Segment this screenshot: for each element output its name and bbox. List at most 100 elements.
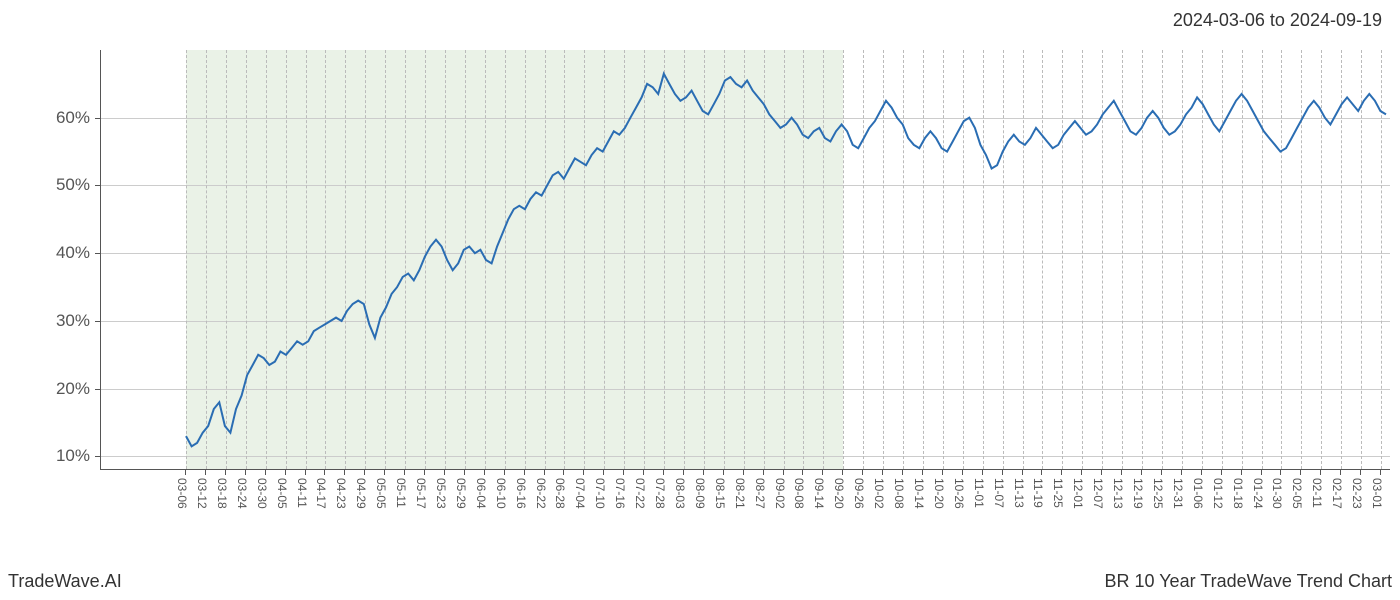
y-tick (95, 118, 100, 119)
x-axis-label: 07-04 (573, 478, 587, 509)
x-tick (783, 470, 784, 475)
x-tick (504, 470, 505, 475)
x-axis-label: 06-04 (474, 478, 488, 509)
x-axis-label: 02-11 (1310, 478, 1324, 508)
x-tick (344, 470, 345, 475)
x-tick (882, 470, 883, 475)
x-tick (524, 470, 525, 475)
x-tick (802, 470, 803, 475)
x-axis-label: 05-17 (414, 478, 428, 509)
y-tick (95, 389, 100, 390)
x-tick (763, 470, 764, 475)
x-axis-label: 08-09 (693, 478, 707, 509)
x-axis-label: 03-06 (175, 478, 189, 509)
x-axis-label: 12-25 (1151, 478, 1165, 509)
x-tick (1081, 470, 1082, 475)
x-tick (583, 470, 584, 475)
x-axis-label: 10-02 (872, 478, 886, 509)
x-axis-label: 06-16 (514, 478, 528, 509)
x-axis-label: 08-21 (733, 478, 747, 509)
x-axis-label: 09-08 (792, 478, 806, 509)
x-axis-label: 09-26 (852, 478, 866, 509)
x-axis-label: 02-23 (1350, 478, 1364, 509)
x-tick (1201, 470, 1202, 475)
x-tick (1320, 470, 1321, 475)
x-axis-label: 03-24 (235, 478, 249, 509)
x-axis-label: 12-31 (1171, 478, 1185, 509)
x-axis-label: 12-01 (1071, 478, 1085, 509)
x-axis-label: 11-13 (1012, 478, 1026, 508)
x-tick (643, 470, 644, 475)
x-axis-label: 10-26 (952, 478, 966, 509)
x-axis-label: 05-11 (394, 478, 408, 508)
x-tick (324, 470, 325, 475)
x-tick (1261, 470, 1262, 475)
x-axis-label: 08-27 (753, 478, 767, 509)
x-tick (1221, 470, 1222, 475)
x-tick (384, 470, 385, 475)
x-tick (265, 470, 266, 475)
x-axis-label: 05-23 (434, 478, 448, 509)
x-tick (922, 470, 923, 475)
x-axis-label: 01-06 (1191, 478, 1205, 509)
x-axis-label: 12-19 (1131, 478, 1145, 509)
x-tick (1121, 470, 1122, 475)
x-tick (563, 470, 564, 475)
x-axis-label: 11-01 (972, 478, 986, 508)
y-axis-label: 60% (30, 108, 90, 128)
x-tick (942, 470, 943, 475)
x-tick (743, 470, 744, 475)
x-tick (464, 470, 465, 475)
x-axis-label: 09-20 (832, 478, 846, 509)
footer-title: BR 10 Year TradeWave Trend Chart (1105, 571, 1393, 592)
x-tick (225, 470, 226, 475)
x-tick (1101, 470, 1102, 475)
x-axis-label: 05-05 (374, 478, 388, 509)
y-axis-label: 20% (30, 379, 90, 399)
x-tick (305, 470, 306, 475)
x-tick (1161, 470, 1162, 475)
x-axis-label: 12-07 (1091, 478, 1105, 509)
x-tick (544, 470, 545, 475)
x-tick (285, 470, 286, 475)
x-tick (205, 470, 206, 475)
x-axis-label: 04-23 (334, 478, 348, 509)
x-axis-label: 02-17 (1330, 478, 1344, 509)
x-tick (1300, 470, 1301, 475)
x-tick (364, 470, 365, 475)
x-tick (663, 470, 664, 475)
x-tick (623, 470, 624, 475)
x-tick (185, 470, 186, 475)
x-tick (902, 470, 903, 475)
x-axis-label: 01-30 (1270, 478, 1284, 509)
x-tick (683, 470, 684, 475)
x-axis-label: 11-19 (1031, 478, 1045, 508)
date-range-label: 2024-03-06 to 2024-09-19 (1173, 10, 1382, 31)
plot-area (100, 50, 1390, 470)
y-tick (95, 456, 100, 457)
x-axis-label: 07-28 (653, 478, 667, 509)
x-axis-label: 10-08 (892, 478, 906, 509)
x-tick (703, 470, 704, 475)
x-tick (822, 470, 823, 475)
x-axis-label: 05-29 (454, 478, 468, 509)
x-tick (982, 470, 983, 475)
y-axis-label: 40% (30, 243, 90, 263)
x-tick (603, 470, 604, 475)
x-tick (424, 470, 425, 475)
x-tick (1380, 470, 1381, 475)
y-axis-label: 50% (30, 175, 90, 195)
x-axis-label: 10-20 (932, 478, 946, 509)
x-tick (1022, 470, 1023, 475)
x-axis-label: 08-15 (713, 478, 727, 509)
x-axis-label: 07-16 (613, 478, 627, 509)
footer-brand: TradeWave.AI (8, 571, 122, 592)
x-tick (1340, 470, 1341, 475)
x-tick (1041, 470, 1042, 475)
x-axis-label: 02-05 (1290, 478, 1304, 509)
line-chart-svg (101, 50, 1390, 469)
x-tick (1280, 470, 1281, 475)
y-tick (95, 185, 100, 186)
x-tick (1002, 470, 1003, 475)
x-axis-label: 03-30 (255, 478, 269, 509)
